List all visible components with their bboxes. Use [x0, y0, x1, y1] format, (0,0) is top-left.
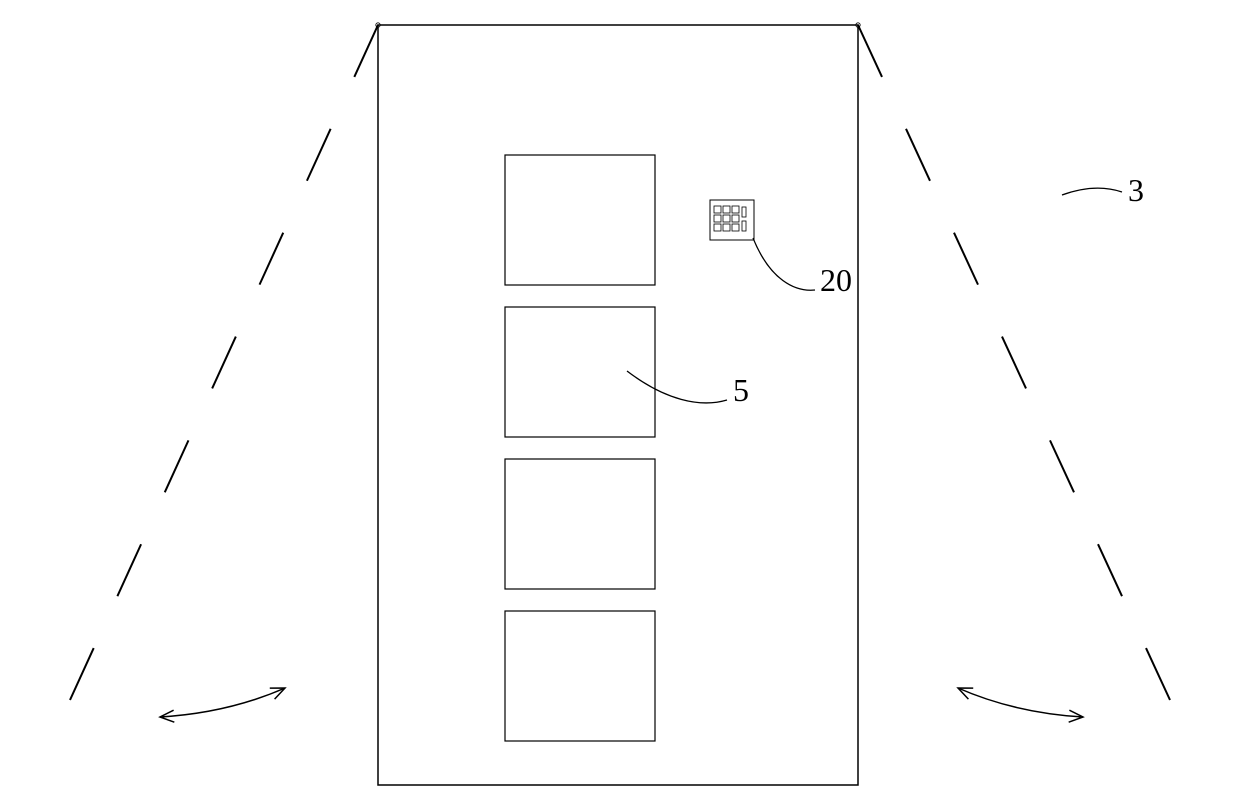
label-20: 20: [820, 262, 852, 299]
label-5: 5: [733, 372, 749, 409]
label-3: 3: [1128, 172, 1144, 209]
diagram-canvas: [0, 0, 1240, 791]
